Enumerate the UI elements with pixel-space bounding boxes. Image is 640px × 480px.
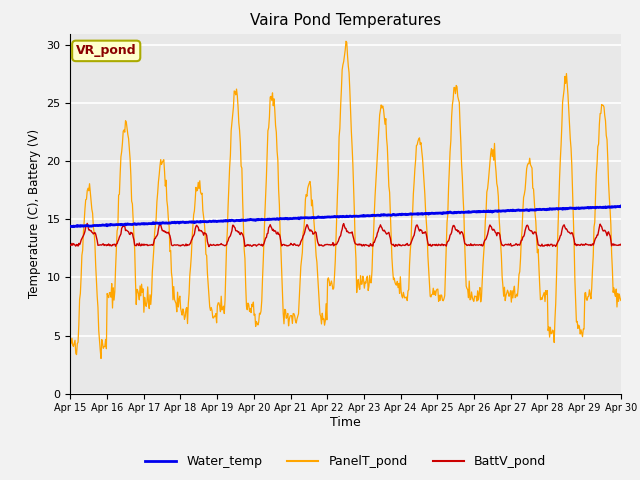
Title: Vaira Pond Temperatures: Vaira Pond Temperatures <box>250 13 441 28</box>
Legend: Water_temp, PanelT_pond, BattV_pond: Water_temp, PanelT_pond, BattV_pond <box>140 450 551 473</box>
X-axis label: Time: Time <box>330 416 361 429</box>
Text: VR_pond: VR_pond <box>76 44 136 58</box>
Y-axis label: Temperature (C), Battery (V): Temperature (C), Battery (V) <box>28 129 41 298</box>
